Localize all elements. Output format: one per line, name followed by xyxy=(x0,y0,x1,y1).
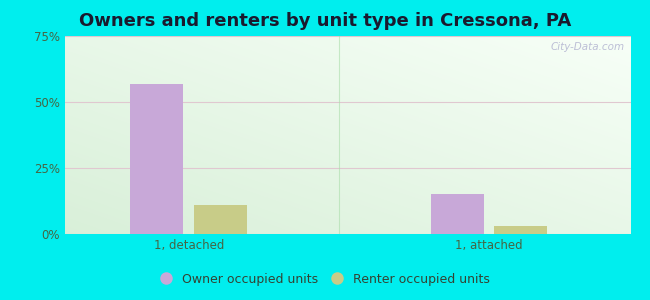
Legend: Owner occupied units, Renter occupied units: Owner occupied units, Renter occupied un… xyxy=(155,268,495,291)
Text: City-Data.com: City-Data.com xyxy=(551,42,625,52)
Bar xyxy=(194,205,247,234)
Bar xyxy=(131,83,183,234)
Bar xyxy=(495,226,547,234)
Bar xyxy=(431,194,484,234)
Text: Owners and renters by unit type in Cressona, PA: Owners and renters by unit type in Cress… xyxy=(79,12,571,30)
